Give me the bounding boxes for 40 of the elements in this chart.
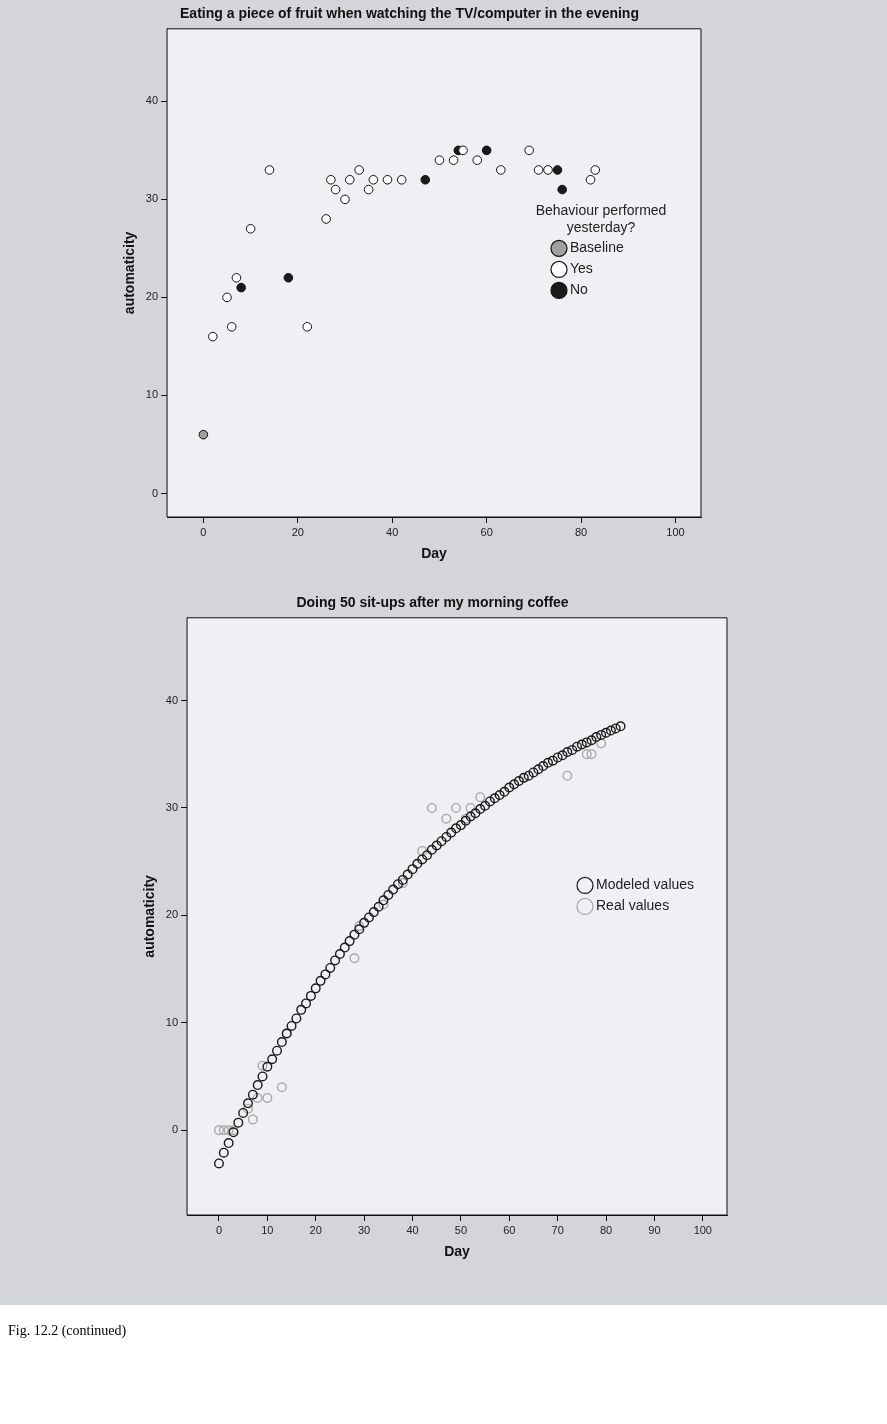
legend-title: Behaviour performed yesterday? (535, 202, 667, 236)
x-axis-title: Day (421, 545, 448, 562)
y-tick-label: 20 (165, 908, 179, 921)
x-tick-label: 100 (693, 1223, 712, 1236)
x-tick-label: 0 (215, 1223, 223, 1236)
chart-title: Eating a piece of fruit when watching the TV/computer in the evening (180, 5, 639, 22)
x-tick-label: 100 (666, 525, 685, 538)
x-tick-label: 90 (648, 1223, 661, 1236)
caption: Fig. 12.2 (continued) (8, 1323, 128, 1339)
y-tick-label: 0 (171, 1123, 179, 1136)
legend-label: Yes (570, 260, 593, 277)
x-tick-label: 30 (358, 1223, 371, 1236)
x-tick-label: 80 (574, 525, 588, 538)
x-tick-label: 40 (406, 1223, 419, 1236)
x-axis-title: Day (444, 1243, 471, 1260)
y-tick-label: 0 (151, 486, 159, 499)
y-tick-label: 20 (145, 290, 159, 303)
y-tick-label: 10 (165, 1015, 179, 1028)
legend-label: Real values (596, 897, 670, 914)
y-tick-label: 30 (145, 192, 159, 205)
x-tick-label: 80 (599, 1223, 613, 1236)
x-tick-label: 50 (454, 1223, 468, 1236)
y-axis-title: automaticity (141, 874, 158, 958)
x-tick-label: 40 (386, 525, 399, 538)
y-tick-label: 40 (165, 693, 179, 706)
legend-label: No (570, 281, 589, 298)
x-tick-label: 60 (480, 525, 493, 538)
x-tick-label: 60 (503, 1223, 516, 1236)
legend-label: Baseline (570, 239, 624, 256)
x-tick-label: 70 (551, 1223, 564, 1236)
x-tick-label: 20 (291, 525, 304, 538)
y-tick-label: 40 (145, 94, 159, 107)
x-tick-label: 0 (200, 525, 207, 538)
x-tick-label: 10 (261, 1223, 274, 1236)
y-axis-title: automaticity (121, 231, 138, 315)
x-tick-label: 20 (309, 1223, 322, 1236)
legend-label: Modeled values (596, 876, 695, 893)
chart-title: Doing 50 sit-ups after my morning coffee (296, 594, 569, 611)
y-tick-label: 30 (165, 800, 179, 813)
y-tick-label: 10 (145, 388, 159, 401)
